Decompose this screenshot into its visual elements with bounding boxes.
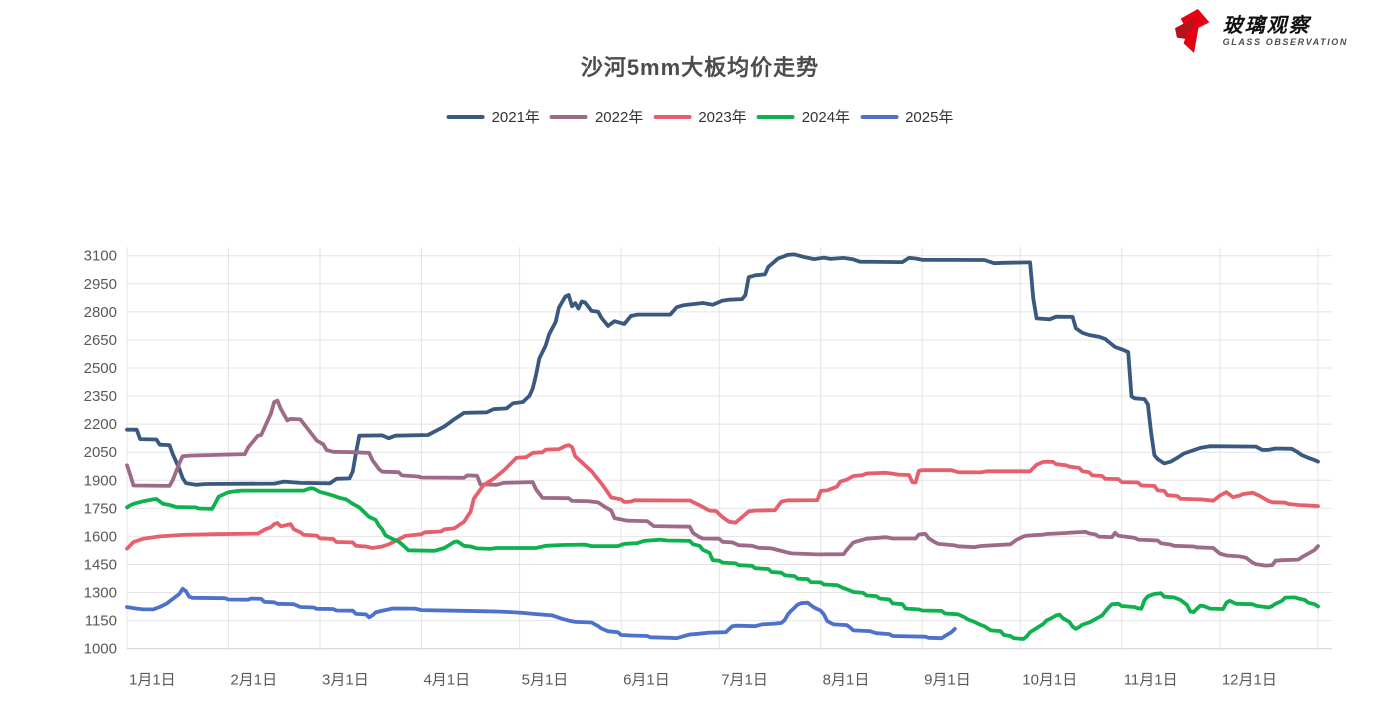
- brand-logo: 玻璃观察 GLASS OBSERVATION: [1174, 9, 1348, 53]
- legend-item-2024年[interactable]: 2024年: [756, 106, 851, 127]
- y-axis-tick-label: 3100: [84, 248, 117, 265]
- legend-item-2025年[interactable]: 2025年: [860, 106, 953, 127]
- y-axis-tick-label: 1000: [84, 641, 117, 658]
- x-axis-tick-label: 4月1日: [423, 672, 470, 689]
- legend-swatch-icon: [756, 114, 795, 119]
- y-axis-tick-label: 1450: [84, 556, 117, 573]
- x-axis-tick-label: 3月1日: [322, 672, 369, 689]
- legend-item-2022年[interactable]: 2022年: [549, 106, 644, 127]
- legend-swatch-icon: [549, 114, 588, 119]
- glass-observation-logo-icon: [1174, 9, 1209, 53]
- y-axis-tick-label: 1900: [84, 472, 117, 489]
- x-axis-tick-label: 8月1日: [823, 672, 870, 689]
- legend-label: 2025年: [905, 109, 954, 126]
- y-axis-tick-label: 2050: [84, 444, 117, 461]
- x-axis-tick-label: 12月1日: [1222, 672, 1277, 689]
- series-line-2022年: [125, 398, 1320, 568]
- y-axis-tick-label: 2350: [84, 388, 117, 405]
- y-axis-tick-label: 2650: [84, 332, 117, 349]
- x-axis-tick-label: 6月1日: [623, 672, 670, 689]
- y-axis-tick-label: 1150: [85, 613, 117, 630]
- x-axis-tick-label: 10月1日: [1022, 672, 1077, 689]
- y-axis-tick-label: 2500: [84, 360, 117, 377]
- x-axis-tick-label: 2月1日: [230, 672, 277, 689]
- y-axis-tick-label: 2800: [84, 304, 117, 321]
- logo-text-en: GLASS OBSERVATION: [1222, 36, 1348, 47]
- series-line-2021年: [125, 252, 1320, 487]
- x-axis-tick-label: 7月1日: [721, 672, 768, 689]
- chart-title: 沙河5mm大板均价走势: [580, 55, 820, 80]
- chart-legend: 2021年 2022年 2023年 2024年 2025年: [442, 106, 959, 127]
- legend-label: 2023年: [698, 109, 747, 126]
- legend-label: 2022年: [594, 109, 644, 126]
- series-line-2025年: [125, 586, 957, 641]
- y-axis-tick-label: 1750: [84, 500, 117, 517]
- y-axis-tick-label: 2200: [84, 416, 117, 433]
- legend-swatch-icon: [653, 114, 692, 119]
- legend-swatch-icon: [446, 114, 485, 119]
- y-axis-tick-label: 2950: [84, 276, 117, 293]
- legend-item-2023年[interactable]: 2023年: [653, 106, 747, 127]
- series-line-2024年: [125, 486, 1320, 641]
- x-axis-tick-label: 5月1日: [522, 672, 569, 689]
- legend-swatch-icon: [860, 114, 899, 119]
- logo-text: 玻璃观察 GLASS OBSERVATION: [1223, 15, 1348, 48]
- legend-label: 2024年: [801, 109, 851, 126]
- x-axis-tick-label: 1月1日: [129, 672, 176, 689]
- x-axis-tick-label: 9月1日: [924, 672, 971, 689]
- legend-item-2021年[interactable]: 2021年: [446, 106, 540, 127]
- logo-text-cn: 玻璃观察: [1222, 14, 1311, 37]
- y-axis-tick-label: 1300: [84, 585, 117, 602]
- y-axis-tick-label: 1600: [84, 528, 117, 545]
- series-line-2023年: [125, 443, 1320, 551]
- x-axis-tick-label: 11月1日: [1124, 672, 1178, 689]
- legend-label: 2021年: [491, 109, 540, 126]
